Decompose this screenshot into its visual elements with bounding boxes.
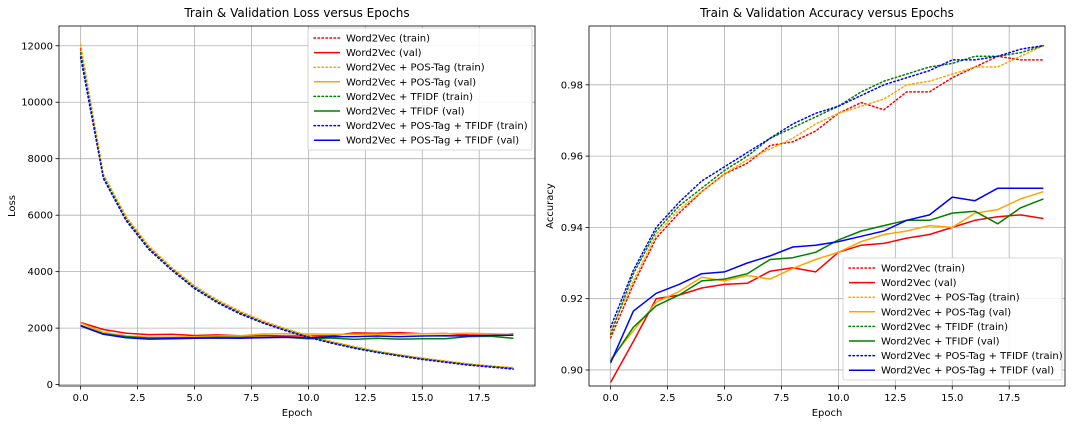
loss-legend-label-1: Word2Vec (train) — [346, 34, 430, 45]
accuracy-x-ticks: 0.0 2.5 5.0 7.5 10.0 12.5 15.0 17.5 — [603, 386, 1020, 404]
accuracy-chart-title: Train & Validation Accuracy versus Epoch… — [699, 6, 954, 20]
loss-x-tick-label: 2.5 — [130, 393, 146, 404]
accuracy-legend-box — [842, 257, 1063, 381]
accuracy-legend-label-5: Word2Vec + TFIDF (train) — [881, 322, 1008, 333]
accuracy-legend-label-2: Word2Vec (val) — [881, 278, 957, 289]
accuracy-y-tick-label: 0.98 — [561, 80, 583, 91]
loss-grid — [59, 26, 535, 386]
accuracy-x-tick-label: 12.5 — [884, 393, 906, 404]
loss-y-tick-label: 8000 — [28, 154, 53, 165]
loss-y-tick-label: 4000 — [28, 267, 53, 278]
accuracy-legend-label-4: Word2Vec + POS-Tag (val) — [881, 307, 1011, 318]
accuracy-chart: Train & Validation Accuracy versus Epoch… — [545, 6, 1066, 419]
loss-y-tick-label: 12000 — [21, 41, 53, 52]
loss-legend-box — [307, 27, 533, 151]
loss-x-tick-label: 7.5 — [243, 393, 259, 404]
loss-legend-label-5: Word2Vec + TFIDF (train) — [346, 92, 473, 103]
accuracy-series-line-5 — [609, 44, 1045, 336]
accuracy-plot-frame — [588, 25, 1066, 387]
loss-y-tick-label: 10000 — [21, 98, 53, 109]
accuracy-series-line-2 — [609, 214, 1044, 383]
loss-y-tick-label: 6000 — [28, 211, 53, 222]
accuracy-y-ticks: 0.90 0.92 0.94 0.96 0.98 — [561, 80, 589, 376]
loss-legend-label-8: Word2Vec + POS-Tag + TFIDF (val) — [346, 136, 519, 147]
accuracy-x-tick-label: 5.0 — [717, 393, 733, 404]
accuracy-y-tick-label: 0.90 — [561, 365, 583, 376]
loss-x-tick-label: 15.0 — [411, 393, 433, 404]
accuracy-x-tick-label: 7.5 — [773, 393, 789, 404]
loss-legend-label-6: Word2Vec + TFIDF (val) — [346, 107, 465, 118]
accuracy-legend-label-3: Word2Vec + POS-Tag (train) — [881, 293, 1020, 304]
accuracy-x-tick-label: 17.5 — [998, 393, 1020, 404]
loss-x-ticks: 0.0 2.5 5.0 7.5 10.0 12.5 15.0 17.5 — [73, 386, 490, 404]
loss-series — [79, 43, 515, 370]
accuracy-series-line-3 — [609, 44, 1045, 332]
accuracy-y-tick-label: 0.94 — [561, 223, 583, 234]
accuracy-y-tick-label: 0.92 — [561, 294, 583, 305]
loss-plot-frame — [58, 25, 536, 387]
accuracy-legend-label-7: Word2Vec + POS-Tag + TFIDF (train) — [881, 351, 1063, 362]
accuracy-series-line-4 — [610, 190, 1044, 360]
loss-x-tick-label: 5.0 — [187, 393, 203, 404]
accuracy-series-line-8 — [609, 187, 1044, 364]
loss-series-line-8 — [80, 325, 514, 340]
loss-series-line-7 — [79, 56, 515, 370]
accuracy-series-line-7 — [609, 44, 1045, 328]
accuracy-legend: Word2Vec (train) Word2Vec (val) Word2Vec +… — [842, 257, 1063, 381]
loss-x-tick-label: 0.0 — [73, 393, 89, 404]
loss-chart: Train & Validation Loss versus Epochs 0.… — [7, 6, 536, 419]
loss-x-axis-label: Epoch — [282, 408, 313, 419]
loss-chart-title: Train & Validation Loss versus Epochs — [183, 6, 409, 20]
accuracy-x-tick-label: 15.0 — [941, 393, 963, 404]
accuracy-y-axis-label: Accuracy — [545, 183, 556, 229]
accuracy-legend-label-1: Word2Vec (train) — [881, 264, 965, 275]
accuracy-x-tick-label: 10.0 — [827, 393, 849, 404]
loss-legend-label-7: Word2Vec + POS-Tag + TFIDF (train) — [346, 121, 528, 132]
loss-y-ticks: 0 2000 4000 6000 8000 10000 12000 — [21, 41, 59, 391]
accuracy-legend-label-8: Word2Vec + POS-Tag + TFIDF (val) — [881, 366, 1054, 377]
accuracy-series-line-6 — [609, 198, 1044, 362]
loss-legend-label-2: Word2Vec (val) — [346, 48, 422, 59]
loss-series-line-3 — [79, 43, 515, 369]
accuracy-x-tick-label: 2.5 — [660, 393, 676, 404]
loss-legend-label-4: Word2Vec + POS-Tag (val) — [346, 77, 476, 88]
accuracy-series — [609, 44, 1045, 383]
loss-y-tick-label: 0 — [47, 380, 53, 391]
accuracy-x-axis-label: Epoch — [812, 408, 843, 419]
accuracy-legend-label-6: Word2Vec + TFIDF (val) — [881, 337, 1000, 348]
loss-x-tick-label: 12.5 — [354, 393, 376, 404]
loss-legend: Word2Vec (train) Word2Vec (val) Word2Vec +… — [307, 27, 533, 151]
loss-y-tick-label: 2000 — [28, 324, 53, 335]
accuracy-y-tick-label: 0.96 — [561, 152, 583, 163]
accuracy-x-tick-label: 0.0 — [603, 393, 619, 404]
loss-y-axis-label: Loss — [7, 195, 18, 217]
loss-x-tick-label: 10.0 — [297, 393, 319, 404]
loss-x-tick-label: 17.5 — [468, 393, 490, 404]
loss-legend-label-3: Word2Vec + POS-Tag (train) — [346, 63, 485, 74]
